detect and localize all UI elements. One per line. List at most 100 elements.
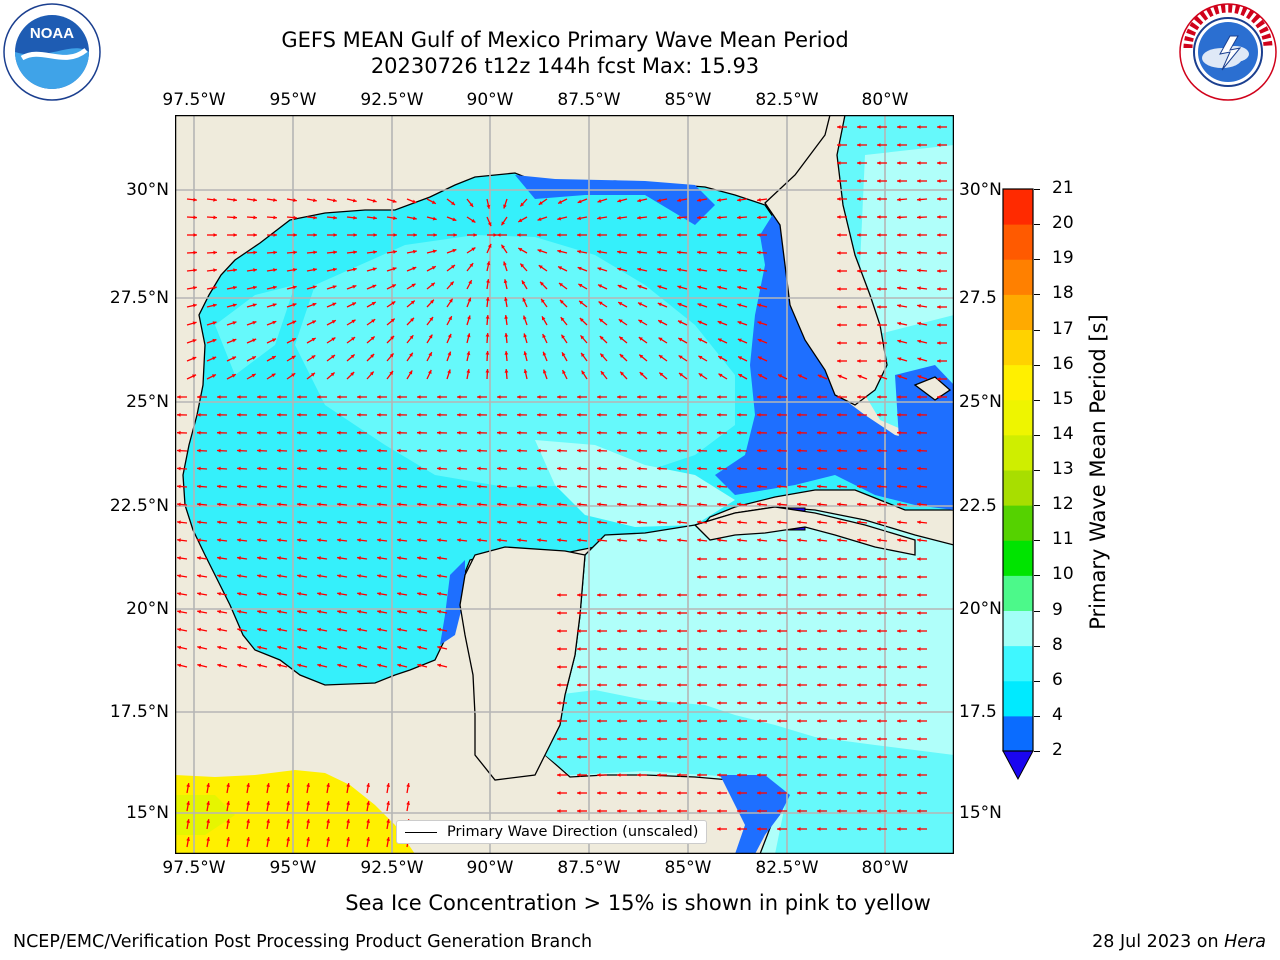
wave-arrow-head — [657, 412, 661, 417]
wave-arrow-head — [917, 629, 921, 633]
wave-arrow-head — [857, 448, 861, 453]
footer-date-text: 28 Jul 2023 on — [1092, 932, 1225, 952]
wave-arrow-head — [917, 321, 922, 326]
wave-arrow-head — [837, 575, 841, 579]
wave-arrow-head — [467, 297, 472, 302]
wave-arrow-head — [286, 819, 291, 823]
wave-arrow-head — [717, 647, 721, 651]
noaa-logo-text: NOAA — [30, 25, 74, 42]
wave-arrow-head — [718, 356, 723, 360]
wave-arrow-head — [397, 520, 401, 525]
wave-arrow-head — [637, 412, 641, 417]
wave-arrow-head — [557, 719, 561, 723]
wave-arrow-head — [600, 371, 605, 376]
wave-arrow-head — [273, 215, 277, 220]
lon-label-top-4: 90°W — [466, 90, 514, 110]
wave-arrow-head — [523, 333, 527, 338]
wave-arrow-head — [777, 629, 781, 633]
wave-arrow-head — [537, 430, 541, 435]
wave-arrow-head — [577, 683, 581, 687]
wave-arrow-head — [617, 538, 621, 543]
wave-arrow-head — [857, 251, 861, 255]
wave-arrow-head — [557, 665, 561, 669]
wave-arrow-head — [317, 591, 321, 596]
wave-arrow-head — [757, 719, 761, 723]
wave-arrow-head — [297, 591, 301, 596]
wave-arrow-head — [437, 395, 441, 399]
wave-arrow-head — [657, 719, 661, 723]
wave-arrow-head — [386, 837, 391, 841]
wave-arrow-head — [373, 216, 377, 220]
wave-arrow-head — [313, 250, 317, 255]
wave-arrow-head — [257, 448, 261, 453]
wave-arrow-head — [757, 285, 762, 290]
wave-arrow-head — [186, 819, 191, 823]
wave-arrow-head — [486, 204, 491, 209]
wave-arrow-head — [937, 287, 941, 291]
wave-arrow-head — [717, 701, 721, 705]
wave-arrow-head — [337, 520, 341, 525]
wave-arrow-head — [437, 538, 441, 543]
wave-arrow-head — [501, 221, 505, 226]
wave-arrow-head — [217, 412, 221, 417]
wave-arrow-head — [337, 412, 341, 417]
wave-arrow-head — [277, 627, 282, 632]
wave-arrow-head — [897, 233, 901, 237]
wave-arrow-head — [737, 215, 741, 220]
colorbar-tick-mark — [1034, 680, 1040, 682]
wave-arrow-head — [737, 233, 741, 237]
wave-arrow-head — [192, 339, 197, 343]
wave-arrow-head — [297, 484, 301, 489]
wave-arrow-head — [557, 737, 561, 741]
wave-arrow-head — [917, 520, 921, 525]
wave-arrow-head — [618, 319, 623, 323]
wave-arrow-head — [917, 502, 921, 507]
wave-arrow-head — [217, 430, 221, 435]
wave-arrow-head — [657, 701, 661, 705]
wave-arrow-head — [467, 315, 471, 320]
wave-arrow-head — [537, 466, 541, 471]
wave-arrow-head — [757, 448, 761, 453]
wave-arrow-head — [297, 663, 302, 668]
wave-arrow-head — [637, 719, 641, 723]
wave-arrow-head — [557, 484, 561, 489]
wave-arrow-head — [580, 335, 585, 340]
wave-arrow-head — [677, 683, 681, 687]
wave-arrow-head — [428, 369, 432, 374]
wave-arrow-head — [637, 267, 642, 272]
wave-arrow-head — [350, 354, 355, 359]
colorbar-tick-mark — [1034, 364, 1040, 366]
wave-arrow-head — [351, 337, 356, 341]
wave-arrow-head — [837, 269, 841, 273]
wave-arrow-head — [837, 737, 841, 741]
wave-arrow-head — [277, 484, 281, 489]
wave-arrow-head — [698, 338, 703, 342]
wave-arrow-head — [778, 374, 783, 378]
wave-arrow-head — [292, 285, 297, 290]
wave-arrow-head — [657, 250, 661, 255]
wave-arrow-head — [193, 197, 197, 202]
wave-arrow-head — [412, 266, 417, 271]
wave-arrow-head — [277, 574, 281, 578]
wave-arrow-head — [233, 215, 237, 220]
wave-arrow-head — [357, 484, 361, 489]
wave-arrow-head — [332, 267, 337, 272]
noaa-logo: NOAA — [3, 3, 101, 101]
wave-arrow-head — [352, 198, 357, 203]
wave-arrow-head — [617, 629, 621, 633]
wave-arrow-head — [346, 801, 351, 805]
wave-arrow-head — [717, 809, 721, 813]
wave-arrow-head — [657, 233, 661, 237]
lat-label-right-6: 17.5 — [959, 702, 997, 722]
colorbar-band — [1003, 364, 1033, 401]
wave-arrow-head — [192, 356, 197, 361]
wave-arrow-head — [697, 791, 701, 795]
wave-arrow-head — [737, 719, 741, 723]
wave-arrow-head — [485, 315, 490, 319]
wave-arrow-head — [297, 574, 301, 578]
wave-arrow-head — [417, 591, 421, 596]
lat-label-left-1: 30°N — [126, 180, 169, 200]
wave-arrow-head — [777, 484, 781, 489]
wave-arrow-head — [597, 611, 601, 615]
wave-arrow-head — [518, 248, 523, 252]
